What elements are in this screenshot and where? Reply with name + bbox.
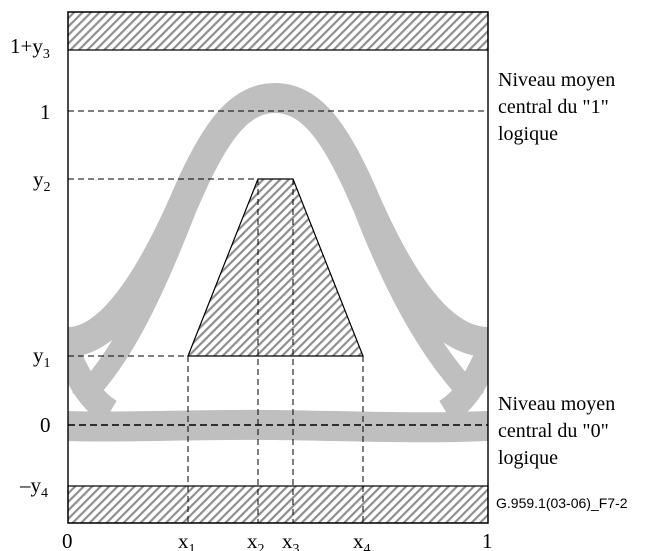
- svg-text:Niveau moyen: Niveau moyen: [498, 69, 615, 91]
- central-mask-trapezoid: [187, 178, 364, 357]
- y-label-zero: 0: [40, 413, 51, 437]
- x-label-x1: x1: [178, 529, 196, 551]
- y-label-top: 1+y3: [10, 34, 50, 62]
- upper-mask-zone: [67, 11, 489, 51]
- svg-text:logique: logique: [498, 447, 558, 469]
- x-label-one: 1: [482, 529, 493, 551]
- x-label-zero: 0: [62, 529, 73, 551]
- svg-text:Niveau moyen: Niveau moyen: [498, 393, 615, 415]
- x-label-x4: x4: [353, 529, 371, 551]
- eye-pattern-band: [68, 82, 488, 443]
- y-label-one: 1: [40, 100, 51, 124]
- svg-text:central du "1": central du "1": [498, 96, 609, 118]
- annotation-level-zero: Niveau moyen central du "0" logique: [498, 393, 615, 469]
- annotation-level-one: Niveau moyen central du "1" logique: [498, 69, 615, 145]
- lower-mask-zone: [67, 485, 489, 524]
- svg-text:central du "0": central du "0": [498, 420, 609, 442]
- x-label-x2: x2: [247, 529, 265, 551]
- guide-lines: [68, 110, 488, 523]
- y-label-y1: y1: [33, 343, 51, 371]
- figure-code: G.959.1(03-06)_F7-2: [496, 495, 628, 511]
- diagram-frame: [67, 11, 489, 524]
- svg-text:logique: logique: [498, 123, 558, 145]
- x-label-x3: x3: [282, 529, 300, 551]
- y-label-bottom: –y4: [19, 473, 48, 501]
- y-label-y2: y2: [33, 167, 51, 195]
